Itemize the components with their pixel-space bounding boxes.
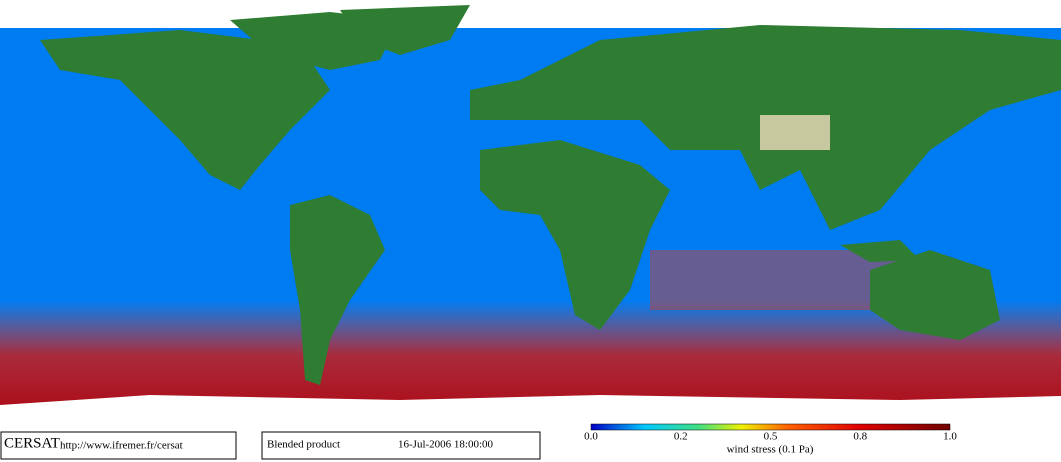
colorbar <box>590 423 951 431</box>
logo-box <box>0 431 237 460</box>
product-box <box>261 431 541 460</box>
date: 16-Jul-2006 18:00:00 <box>398 439 494 451</box>
colorbar-tick-label: 0.2 <box>674 431 688 443</box>
colorbar-tick-label: 1.0 <box>943 431 957 443</box>
url: http://www.ifremer.fr/cersat <box>60 440 183 452</box>
continents <box>40 5 1061 385</box>
colorbar-tick-label: 0.5 <box>764 431 778 443</box>
colorbar-tick-label: 0.0 <box>584 431 598 443</box>
colorbar-tick-label: 0.8 <box>853 431 867 443</box>
colorbar-label: wind stress (0.1 Pa) <box>727 444 814 456</box>
colorbar-ticks: 0.0 0.2 0.5 0.8 1.0 <box>584 431 957 443</box>
logo: CERSAT <box>4 435 60 451</box>
product: Blended product <box>267 439 340 451</box>
plateau <box>760 115 830 150</box>
